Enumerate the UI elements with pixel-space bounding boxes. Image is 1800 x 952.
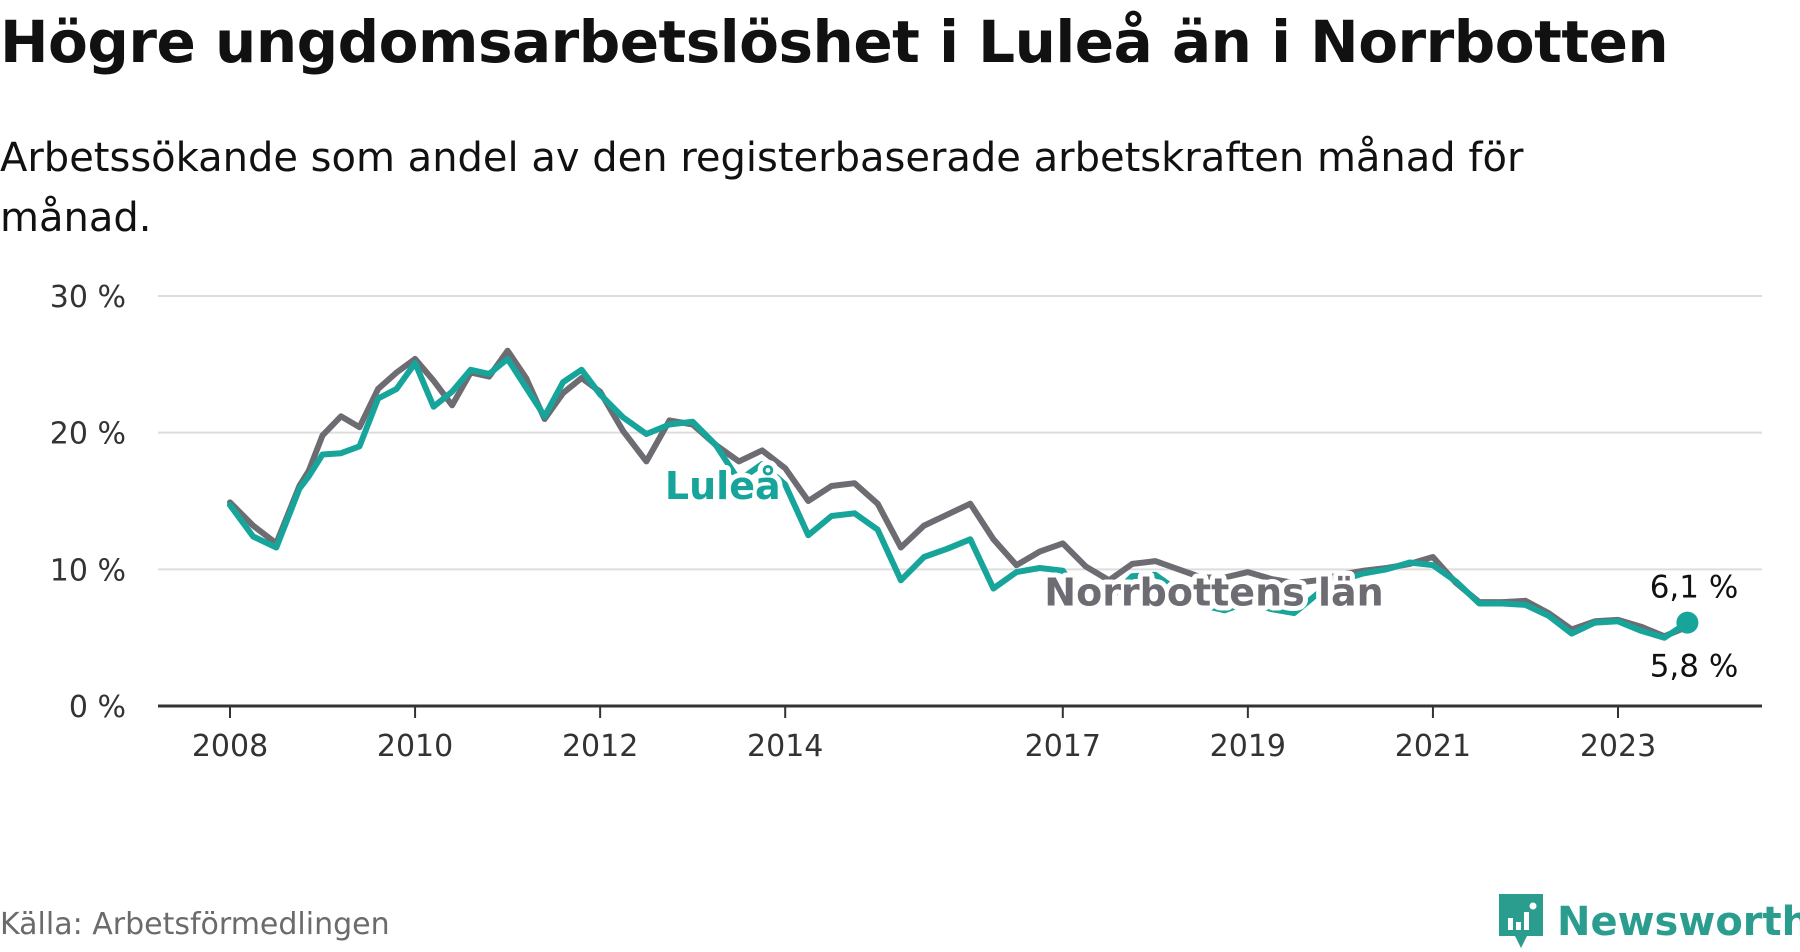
- chart-subtitle: Arbetssökande som andel av den registerb…: [0, 135, 1524, 241]
- y-tick-label: 0 %: [69, 690, 126, 725]
- x-tick-label: 2010: [377, 729, 453, 764]
- y-tick-label: 10 %: [50, 553, 126, 588]
- series-label: Norrbottens län: [1044, 571, 1383, 615]
- x-axis-ticks: 2008 2010 2012 2014 2017 2019 2021 2023: [192, 706, 1656, 764]
- y-axis-ticks: 0 % 10 % 20 % 30 %: [50, 280, 126, 725]
- series-labels: Norrbottens län Luleå: [660, 459, 1389, 620]
- newsworthy-logo-icon: [1499, 894, 1543, 948]
- x-tick-label: 2017: [1025, 729, 1101, 764]
- series-label: Luleå: [665, 464, 781, 508]
- x-tick-label: 2012: [562, 729, 638, 764]
- brand-name: Newsworthy: [1557, 899, 1800, 945]
- source-note: Källa: Arbetsförmedlingen: [0, 907, 390, 942]
- end-value-label: 5,8 %: [1650, 649, 1739, 685]
- brand[interactable]: Newsworthy: [1497, 892, 1800, 952]
- series-lines: [227, 347, 1691, 641]
- series-line-norrbottens-län: [227, 347, 1691, 640]
- gridlines: [158, 295, 1762, 571]
- x-tick-label: 2014: [747, 729, 823, 764]
- series-line-luleå: [227, 355, 1691, 641]
- x-tick-label: 2023: [1580, 729, 1656, 764]
- end-value-label: 6,1 %: [1650, 570, 1739, 606]
- end-markers: 6,1 % 5,8 %: [1646, 566, 1743, 689]
- chart-title: Högre ungdomsarbetslöshet i Luleå än i N…: [0, 8, 1669, 76]
- y-tick-label: 30 %: [50, 280, 126, 315]
- x-tick-label: 2019: [1210, 729, 1286, 764]
- end-point-marker: [1676, 611, 1699, 634]
- y-tick-label: 20 %: [50, 417, 126, 452]
- x-tick-label: 2021: [1395, 729, 1471, 764]
- x-tick-label: 2008: [192, 729, 268, 764]
